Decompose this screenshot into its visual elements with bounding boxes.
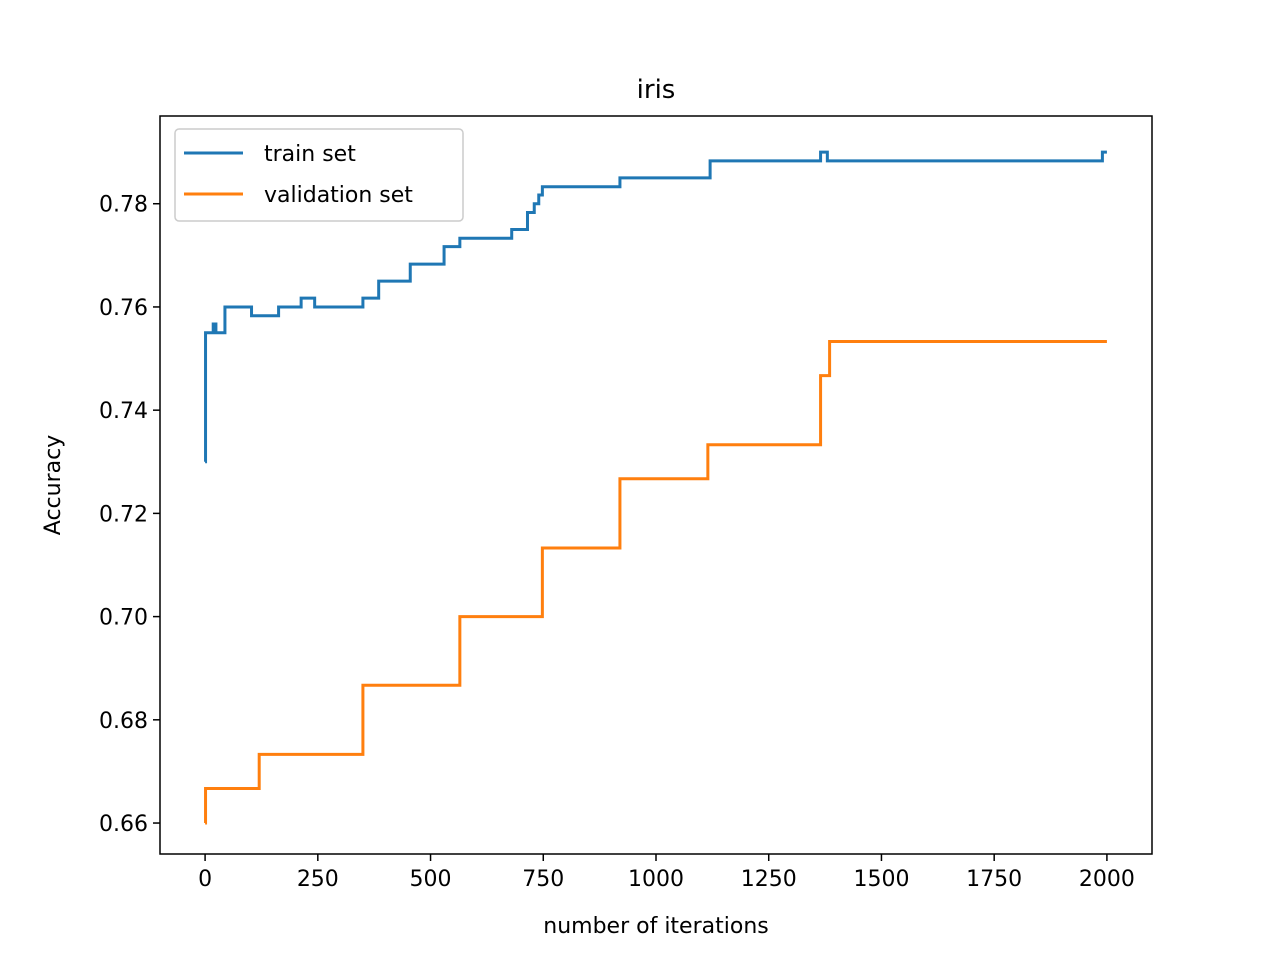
legend-label-0: train set xyxy=(264,142,356,167)
series-line-0 xyxy=(204,150,1107,464)
y-tick-label: 0.70 xyxy=(99,606,148,631)
legend-label-1: validation set xyxy=(264,183,413,208)
x-tick-label: 750 xyxy=(522,867,564,892)
x-tick-label: 500 xyxy=(410,867,452,892)
series-layer xyxy=(204,150,1107,825)
x-tick-label: 250 xyxy=(297,867,339,892)
y-axis: 0.66 0.68 0.70 0.72 0.74 0.76 0.78 xyxy=(99,193,160,837)
x-axis: 0 250 500 750 1000 1250 1500 1750 2000 xyxy=(198,854,1135,892)
x-tick-label: 2000 xyxy=(1079,867,1135,892)
y-tick-label: 0.66 xyxy=(99,812,148,837)
legend-box xyxy=(174,128,464,222)
legend: train set validation set xyxy=(174,128,464,222)
x-axis-label: number of iterations xyxy=(543,914,768,939)
y-tick-label: 0.76 xyxy=(99,296,148,321)
y-tick-label: 0.68 xyxy=(99,709,148,734)
x-tick-label: 1500 xyxy=(853,867,909,892)
chart-title: iris xyxy=(637,75,676,105)
x-tick-label: 1750 xyxy=(966,867,1022,892)
y-axis-label: Accuracy xyxy=(41,435,66,535)
x-tick-label: 1000 xyxy=(628,867,684,892)
y-tick-label: 0.78 xyxy=(99,193,148,218)
series-line-1 xyxy=(204,340,1107,825)
x-tick-label: 0 xyxy=(198,867,212,892)
y-tick-label: 0.72 xyxy=(99,502,148,527)
y-tick-label: 0.74 xyxy=(99,399,148,424)
x-tick-label: 1250 xyxy=(741,867,797,892)
